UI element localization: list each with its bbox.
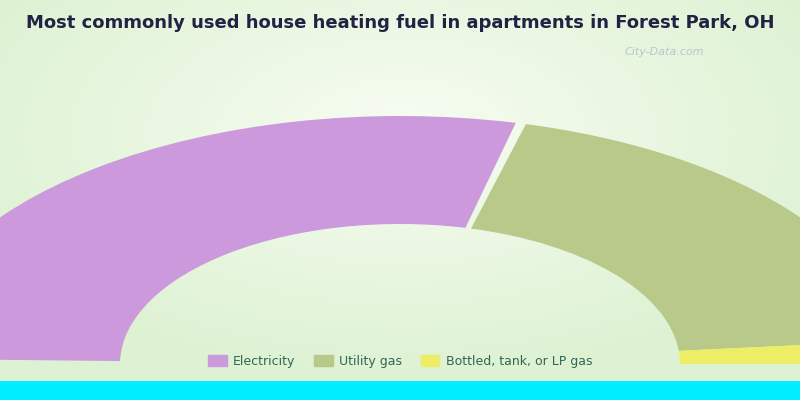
Wedge shape bbox=[678, 341, 800, 364]
Legend: Electricity, Utility gas, Bottled, tank, or LP gas: Electricity, Utility gas, Bottled, tank,… bbox=[203, 350, 597, 372]
Wedge shape bbox=[471, 124, 800, 351]
Text: City-Data.com: City-Data.com bbox=[624, 47, 704, 57]
Bar bbox=[0, 381, 800, 400]
Text: Most commonly used house heating fuel in apartments in Forest Park, OH: Most commonly used house heating fuel in… bbox=[26, 14, 774, 32]
Wedge shape bbox=[0, 116, 516, 361]
